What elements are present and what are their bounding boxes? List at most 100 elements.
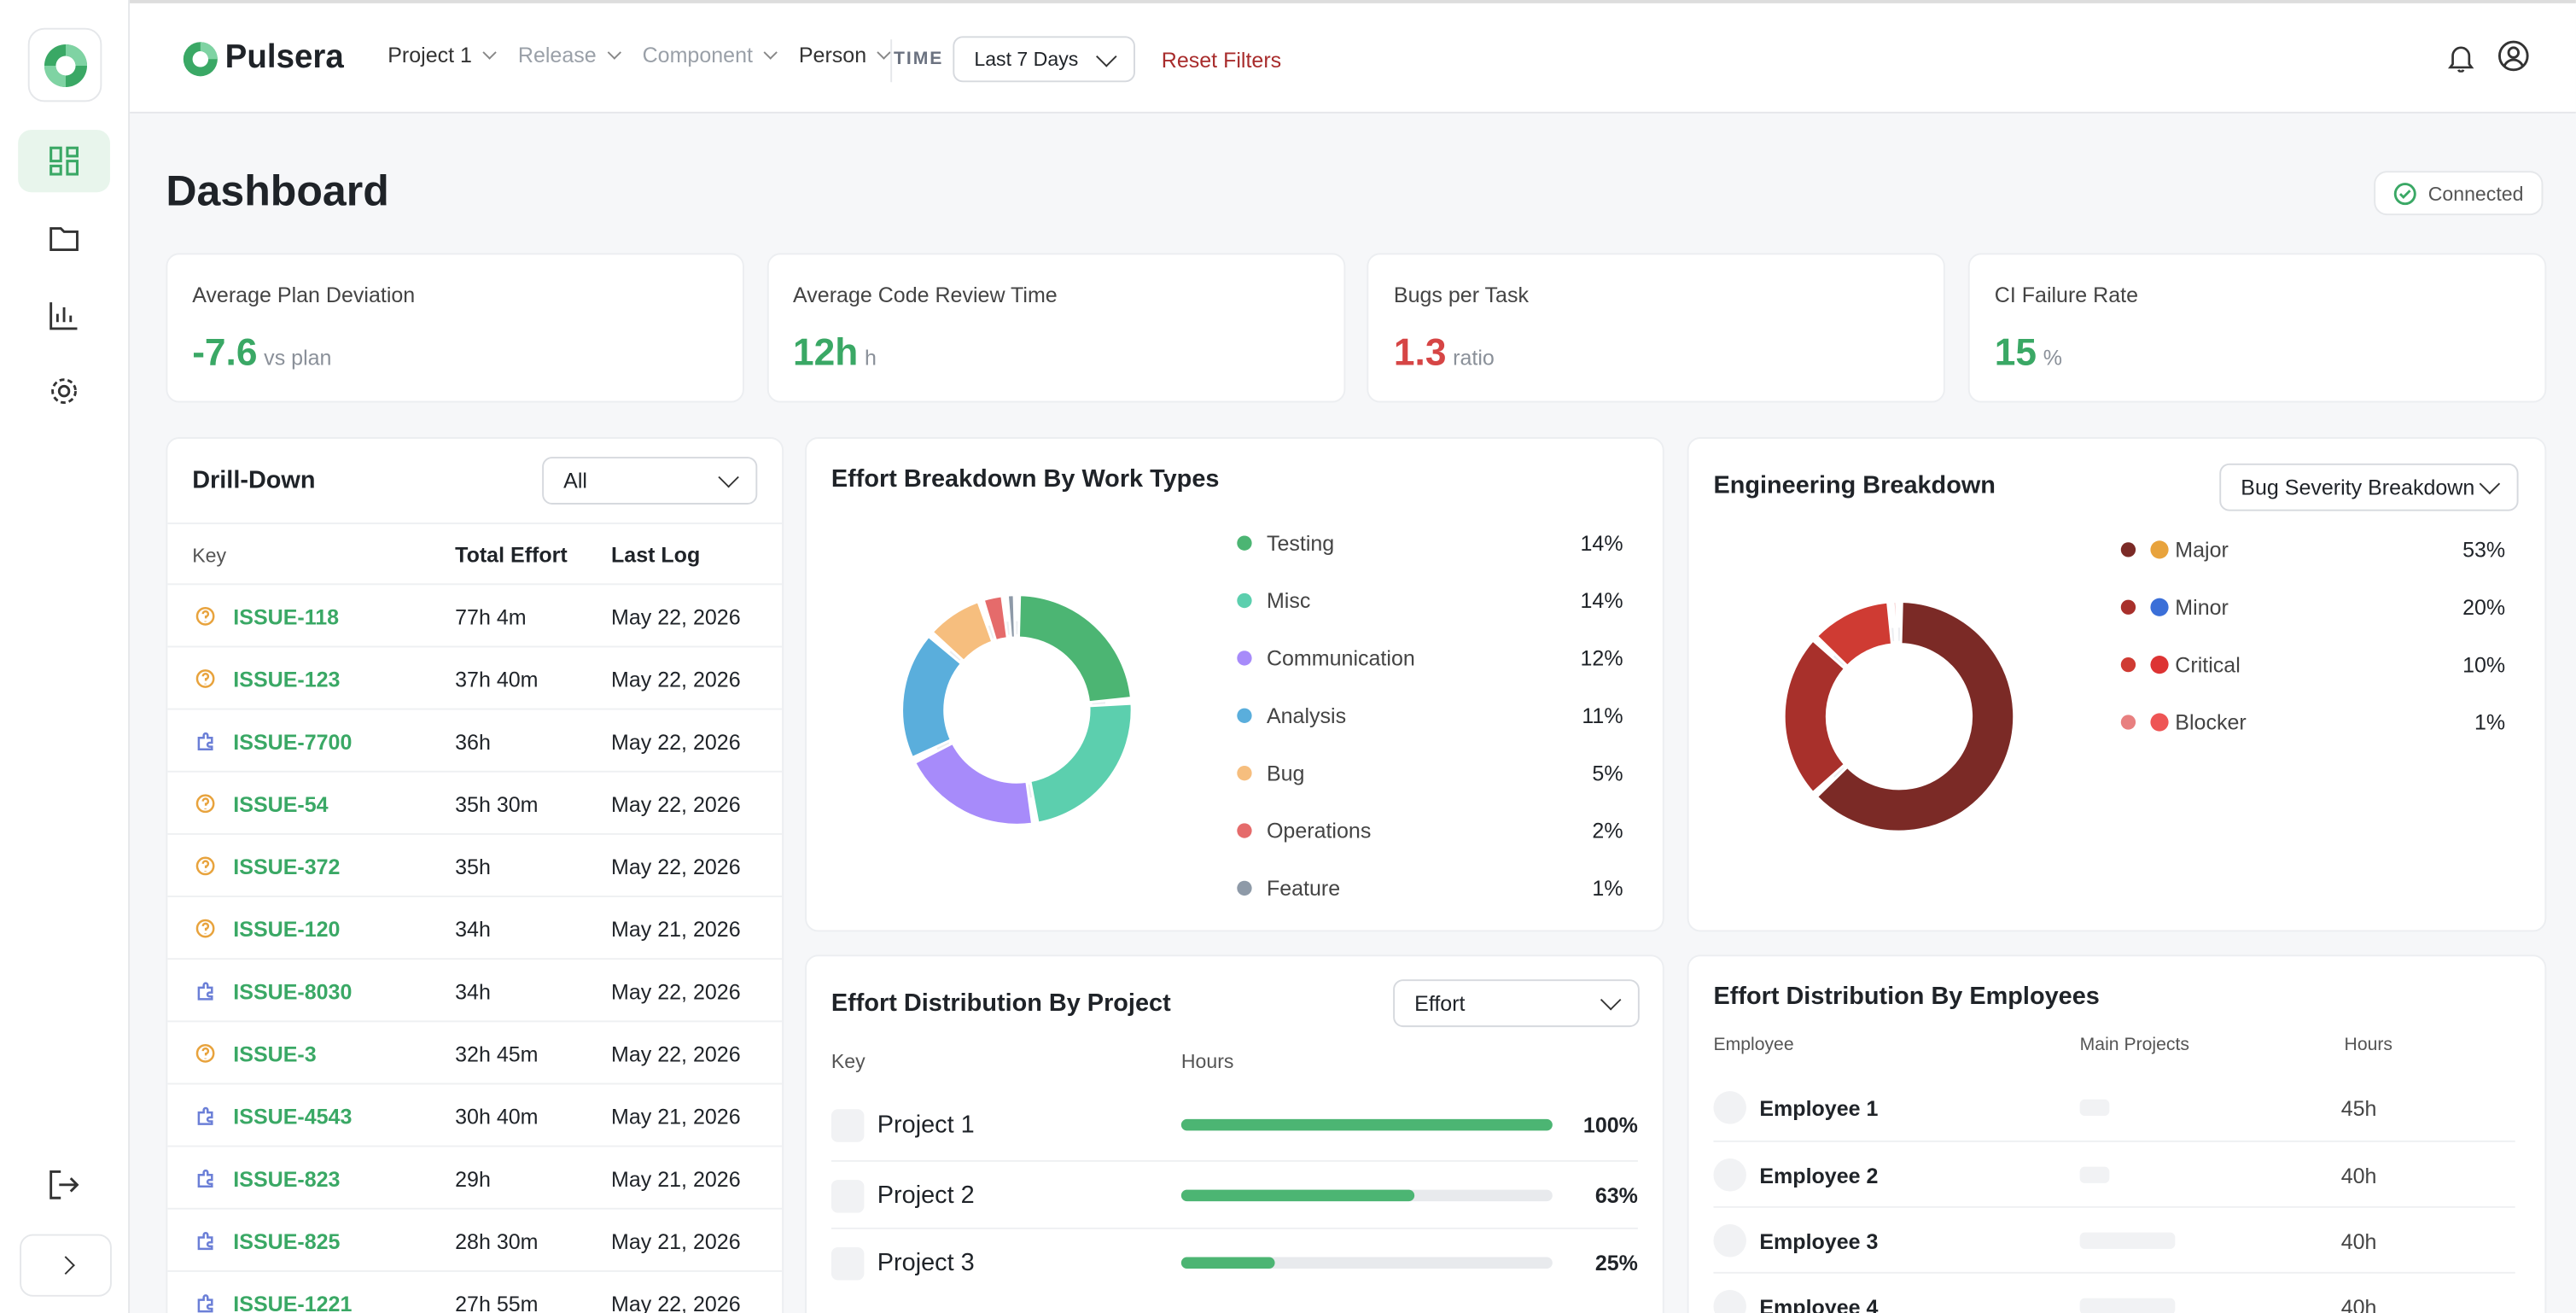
legend-item[interactable]: Communication 12% bbox=[1237, 641, 1623, 674]
table-row[interactable]: ISSUE-123 37h 40m May 22, 2026 bbox=[167, 645, 783, 709]
table-row[interactable]: ISSUE-372 35h May 22, 2026 bbox=[167, 832, 783, 897]
employee-row: Employee 1 45h bbox=[1713, 1075, 2515, 1141]
table-row[interactable]: ISSUE-7700 36h May 22, 2026 bbox=[167, 708, 783, 773]
donut-segment bbox=[930, 600, 994, 662]
kpi-label: Bugs per Task bbox=[1393, 283, 1529, 307]
cell-text: May 21, 2026 bbox=[610, 1103, 741, 1129]
projects-placeholder bbox=[2079, 1298, 2176, 1313]
cell-text: May 22, 2026 bbox=[610, 666, 741, 692]
filter[interactable]: Project 1 bbox=[388, 43, 498, 67]
nav-reports[interactable] bbox=[50, 301, 79, 330]
table-row[interactable]: ISSUE-4543 30h 40m May 21, 2026 bbox=[167, 1082, 783, 1147]
reset-filters[interactable]: Reset Filters bbox=[1161, 47, 1282, 73]
filter[interactable]: Component bbox=[643, 43, 778, 67]
filter-text: Project 1 bbox=[388, 43, 472, 67]
chevron bbox=[1600, 989, 1622, 1011]
metric-select[interactable]: Effort bbox=[1393, 979, 1640, 1028]
legend-item[interactable]: Bug 5% bbox=[1237, 756, 1623, 788]
column-header: Key bbox=[830, 1050, 865, 1073]
issue-icon bbox=[195, 835, 215, 897]
table-row[interactable]: ISSUE-120 34h May 21, 2026 bbox=[167, 896, 783, 960]
legend-label: Blocker bbox=[2175, 709, 2247, 734]
legend-item[interactable]: Misc 14% bbox=[1237, 583, 1623, 616]
nav-settings[interactable] bbox=[50, 376, 79, 406]
column-header: Hours bbox=[2344, 1035, 2393, 1055]
issue-icon bbox=[195, 647, 215, 709]
table-row[interactable]: ISSUE-823 29h May 21, 2026 bbox=[167, 1145, 783, 1210]
card-title: Drill-Down bbox=[192, 466, 316, 495]
donut-segment bbox=[900, 634, 963, 759]
filter[interactable]: Release bbox=[518, 43, 622, 67]
legend-label: Major bbox=[2175, 536, 2229, 562]
status-icon bbox=[2393, 182, 2416, 205]
legend-swatch bbox=[2120, 541, 2136, 557]
issue-key: ISSUE-120 bbox=[233, 916, 341, 942]
topbar: Pulsera Project 1 Release Component Person … bbox=[130, 0, 2576, 114]
column-header[interactable]: Last Log bbox=[610, 542, 701, 568]
nav-dashboard[interactable] bbox=[18, 130, 110, 193]
profile[interactable] bbox=[2497, 39, 2530, 72]
cell-text: 30h 40m bbox=[455, 1103, 539, 1129]
notifications[interactable] bbox=[2447, 44, 2474, 73]
table-row[interactable]: ISSUE-3 32h 45m May 22, 2026 bbox=[167, 1020, 783, 1084]
cell-text: May 22, 2026 bbox=[610, 978, 741, 1004]
table-row[interactable]: ISSUE-54 35h 30m May 22, 2026 bbox=[167, 770, 783, 835]
issue-key: ISSUE-123 bbox=[233, 666, 341, 692]
project-name: Project 2 bbox=[877, 1181, 975, 1209]
time-select[interactable]: Last 7 Days bbox=[953, 36, 1135, 83]
card-title: Effort Distribution By Employees bbox=[1713, 983, 2100, 1011]
time-label: TIME bbox=[894, 49, 944, 69]
expand-button[interactable] bbox=[20, 1234, 112, 1297]
legend-item[interactable]: Minor 20% bbox=[2120, 590, 2505, 622]
legend-swatch bbox=[1237, 879, 1252, 896]
legend-label: Communication bbox=[1266, 645, 1415, 670]
table-row[interactable]: ISSUE-8030 34h May 22, 2026 bbox=[167, 958, 783, 1022]
issue-key: ISSUE-372 bbox=[233, 853, 341, 878]
table-row[interactable]: ISSUE-118 77h 4m May 22, 2026 bbox=[167, 583, 783, 647]
bar-track bbox=[1180, 1257, 1553, 1269]
logo[interactable] bbox=[27, 27, 102, 102]
kpi-value: 15 bbox=[1994, 330, 2037, 373]
employee-name: Employee 1 bbox=[1759, 1094, 1879, 1120]
legend-item[interactable]: Blocker 1% bbox=[2120, 705, 2505, 738]
legend-value: 12% bbox=[1580, 645, 1623, 670]
employee-name: Employee 2 bbox=[1759, 1162, 1879, 1188]
legend-label: Minor bbox=[2175, 593, 2229, 619]
employee-name: Employee 4 bbox=[1759, 1293, 1879, 1313]
legend-item[interactable]: Critical 10% bbox=[2120, 647, 2505, 680]
project-name: Project 3 bbox=[877, 1248, 975, 1277]
legend-item[interactable]: Operations 2% bbox=[1237, 814, 1623, 846]
avatar bbox=[1713, 1158, 1746, 1192]
issue-key: ISSUE-823 bbox=[233, 1165, 341, 1191]
legend-item[interactable]: Feature 1% bbox=[1237, 871, 1623, 903]
select-text: Last 7 Days bbox=[974, 47, 1079, 71]
icon bbox=[197, 982, 213, 1001]
legend-item[interactable]: Testing 14% bbox=[1237, 526, 1623, 558]
column-header[interactable]: Hours bbox=[1180, 1050, 1234, 1073]
legend-swatch bbox=[2120, 598, 2136, 614]
table-row[interactable]: ISSUE-1221 27h 55m May 22, 2026 bbox=[167, 1269, 783, 1313]
severity-icon bbox=[2150, 712, 2169, 731]
kpi-unit: vs plan bbox=[264, 345, 332, 371]
issue-icon bbox=[195, 1147, 215, 1210]
nav-folder[interactable] bbox=[50, 224, 79, 254]
table-header: Key Total Effort Last Log bbox=[167, 522, 783, 585]
sidebar bbox=[0, 0, 131, 1313]
column-header[interactable]: Total Effort bbox=[455, 542, 568, 568]
issue-key: ISSUE-54 bbox=[233, 791, 329, 816]
legend-value: 1% bbox=[1592, 875, 1623, 900]
legend-item[interactable]: Major 53% bbox=[2120, 533, 2505, 565]
drilldown-card: Drill-Down All Key Total Effort Last Log ISSU… bbox=[166, 437, 784, 1313]
legend-label: Critical bbox=[2175, 651, 2241, 677]
legend-label: Testing bbox=[1266, 529, 1335, 555]
employees-card: Effort Distribution By Employees Employee… bbox=[1687, 954, 2547, 1313]
table-row[interactable]: ISSUE-825 28h 30m May 21, 2026 bbox=[167, 1207, 783, 1272]
kpi-card: Average Code Review Time 12h h bbox=[766, 253, 1345, 403]
legend-item[interactable]: Analysis 11% bbox=[1237, 698, 1623, 731]
filter[interactable]: Person bbox=[799, 43, 892, 67]
breakdown-select[interactable]: Bug Severity Breakdown bbox=[2219, 463, 2519, 511]
filter-select[interactable]: All bbox=[542, 457, 758, 505]
cell-text: 32h 45m bbox=[455, 1041, 539, 1066]
legend-label: Operations bbox=[1266, 817, 1372, 843]
logout[interactable] bbox=[50, 1170, 79, 1200]
